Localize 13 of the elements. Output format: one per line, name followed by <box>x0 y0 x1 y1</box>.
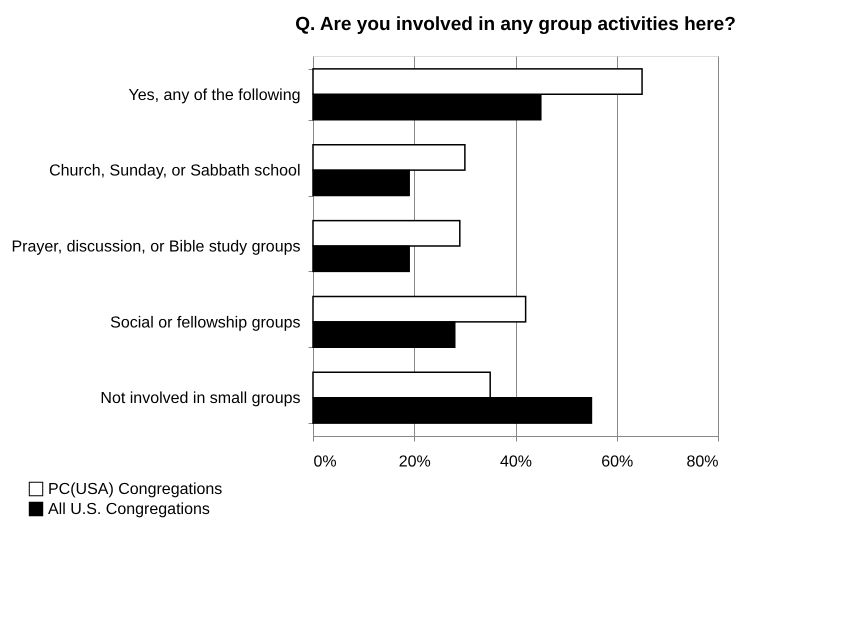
y-tick-label: Yes, any of the following <box>128 86 300 104</box>
y-tick-label: Social or fellowship groups <box>110 314 300 332</box>
y-tick-label: Prayer, discussion, or Bible study groups <box>11 238 300 256</box>
legend-label: PC(USA) Congregations <box>48 481 222 498</box>
x-tick-label: 20% <box>398 454 431 470</box>
x-tick-label: 0% <box>314 454 337 470</box>
chart-title: Q. Are you involved in any group activities here? <box>295 14 736 35</box>
x-tick-label: 80% <box>686 454 718 470</box>
legend-label: All U.S. Congregations <box>48 501 210 518</box>
x-tick-label: 40% <box>500 454 532 470</box>
y-tick-label: Not involved in small groups <box>100 390 300 408</box>
y-tick-label: Church, Sunday, or Sabbath school <box>49 162 300 180</box>
x-tick-label: 60% <box>601 454 634 470</box>
